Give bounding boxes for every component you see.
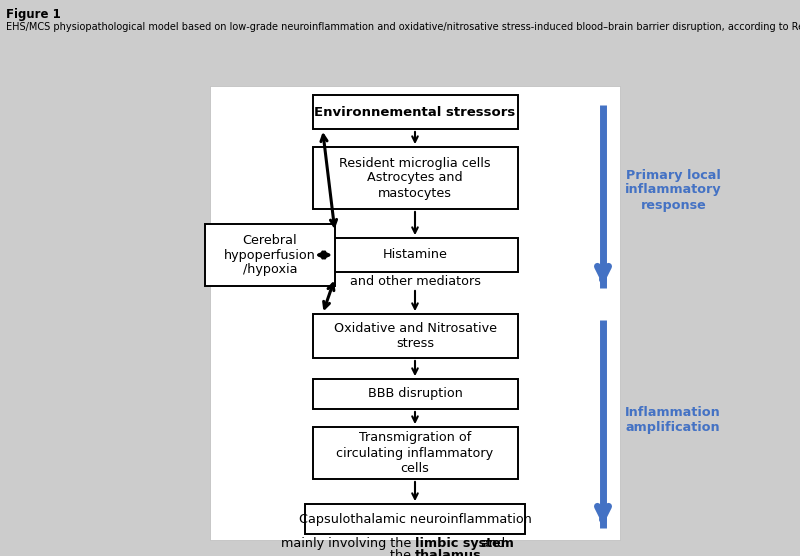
- Text: Figure 1: Figure 1: [6, 8, 61, 21]
- Text: Inflammation
amplification: Inflammation amplification: [625, 406, 721, 434]
- Bar: [205, 224, 335, 286]
- Bar: [313, 95, 518, 129]
- Bar: [313, 314, 518, 358]
- Bar: [313, 147, 518, 209]
- Text: the: the: [390, 549, 415, 556]
- Text: Histamine: Histamine: [382, 249, 447, 261]
- Text: Oxidative and Nitrosative
stress: Oxidative and Nitrosative stress: [334, 322, 497, 350]
- Bar: [313, 427, 518, 479]
- Bar: [210, 86, 620, 540]
- Text: Primary local
inflammatory
response: Primary local inflammatory response: [625, 168, 722, 211]
- Bar: [313, 238, 518, 272]
- Text: thalamus: thalamus: [415, 549, 482, 556]
- Text: limbic system: limbic system: [415, 537, 514, 550]
- Bar: [313, 379, 518, 409]
- Text: and: and: [477, 537, 505, 550]
- Text: Cerebral
hypoperfusion
/hypoxia: Cerebral hypoperfusion /hypoxia: [224, 234, 316, 276]
- Text: mainly involving the: mainly involving the: [281, 537, 415, 550]
- Text: and other mediators: and other mediators: [350, 275, 481, 288]
- Text: Resident microglia cells
Astrocytes and
mastocytes: Resident microglia cells Astrocytes and …: [339, 156, 491, 200]
- Text: Environnemental stressors: Environnemental stressors: [314, 106, 516, 118]
- Text: Capsulothalamic neuroinflammation: Capsulothalamic neuroinflammation: [298, 513, 531, 525]
- Text: Transmigration of
circulating inflammatory
cells: Transmigration of circulating inflammato…: [337, 431, 494, 474]
- Bar: [305, 504, 525, 534]
- Text: BBB disruption: BBB disruption: [367, 388, 462, 400]
- Text: EHS/MCS physiopathological model based on low-grade neuroinflammation and oxidat: EHS/MCS physiopathological model based o…: [6, 22, 800, 32]
